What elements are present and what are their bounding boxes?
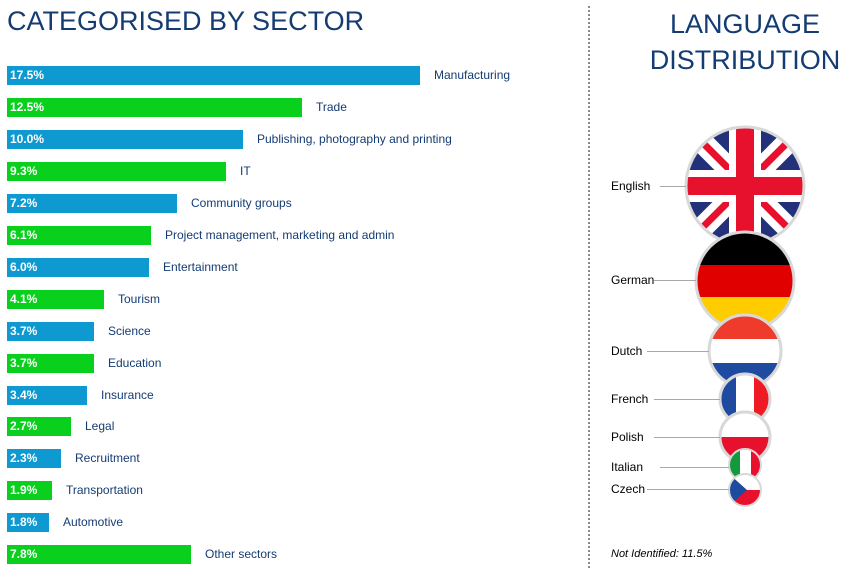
bar-category-label: Manufacturing <box>434 68 511 82</box>
language-label: Italian <box>611 460 644 474</box>
bar-value-label: 6.1% <box>10 228 38 242</box>
bar-category-label: Project management, marketing and admin <box>165 228 395 242</box>
language-label: Czech <box>611 482 646 496</box>
sector-bar <box>7 290 104 309</box>
bar-value-label: 3.7% <box>10 356 38 370</box>
sector-bar <box>7 354 94 373</box>
not-identified-footnote: Not Identified: 11.5% <box>611 548 713 560</box>
czech-flag-icon <box>729 474 761 506</box>
bar-value-label: 4.1% <box>10 292 38 306</box>
bar-value-label: 2.7% <box>10 419 38 433</box>
language-leader-line <box>660 186 686 187</box>
bar-value-label: 3.7% <box>10 324 38 338</box>
sector-bar <box>7 162 226 181</box>
bar-category-label: Entertainment <box>163 260 238 274</box>
language-label: English <box>611 179 651 193</box>
bar-category-label: Education <box>108 356 162 370</box>
bar-value-label: 10.0% <box>10 132 45 146</box>
language-leader-line <box>647 489 729 490</box>
bar-category-label: Automotive <box>63 515 124 529</box>
bar-category-label: Legal <box>85 419 115 433</box>
language-leader-line <box>654 399 720 400</box>
language-label: German <box>611 273 655 287</box>
bar-category-label: Trade <box>316 100 347 114</box>
bar-value-label: 7.2% <box>10 196 38 210</box>
sector-bar <box>7 66 420 85</box>
bar-value-label: 1.9% <box>10 483 38 497</box>
bar-category-label: Science <box>108 324 151 338</box>
language-leader-line <box>660 467 729 468</box>
bar-category-label: IT <box>240 164 251 178</box>
sector-bar <box>7 481 52 500</box>
bar-category-label: Tourism <box>118 292 161 306</box>
language-label: Polish <box>611 430 644 444</box>
language-leader-line <box>647 351 709 352</box>
bar-value-label: 6.0% <box>10 260 38 274</box>
bar-category-label: Publishing, photography and printing <box>257 132 452 146</box>
sector-bar <box>7 98 302 117</box>
sector-bar <box>7 417 71 436</box>
bar-value-label: 12.5% <box>10 100 45 114</box>
sector-bar <box>7 130 243 149</box>
sector-bar <box>7 322 94 341</box>
bar-value-label: 2.3% <box>10 451 38 465</box>
sector-bar <box>7 545 191 564</box>
language-bubble-chart <box>684 125 806 507</box>
language-label: French <box>611 392 649 406</box>
sector-bar-chart: 17.5% Manufacturing 12.5% Trade 10.0% Publish… <box>7 66 511 564</box>
sector-chart-title: CATEGORISED BY SECTOR <box>7 6 365 36</box>
sector-bar <box>7 513 49 532</box>
sector-bar <box>7 226 151 245</box>
bar-value-label: 7.8% <box>10 547 38 561</box>
bar-value-label: 1.8% <box>10 515 38 529</box>
sector-bar <box>7 194 177 213</box>
bar-value-label: 17.5% <box>10 68 45 82</box>
language-leader-line <box>654 437 720 438</box>
bar-category-label: Other sectors <box>205 547 278 561</box>
language-leader-line <box>654 280 696 281</box>
sector-bar <box>7 258 149 277</box>
bar-category-label: Insurance <box>101 388 154 402</box>
bar-category-label: Recruitment <box>75 451 140 465</box>
sector-bar <box>7 386 87 405</box>
language-label: Dutch <box>611 344 643 358</box>
section-divider <box>588 6 590 568</box>
sector-bar <box>7 449 61 468</box>
language-chart-title: LANGUAGE DISTRIBUTION <box>649 9 841 75</box>
italy-flag-icon <box>729 449 761 481</box>
bar-category-label: Community groups <box>191 196 292 210</box>
bar-value-label: 9.3% <box>10 164 38 178</box>
bar-category-label: Transportation <box>66 483 143 497</box>
bar-value-label: 3.4% <box>10 388 38 402</box>
